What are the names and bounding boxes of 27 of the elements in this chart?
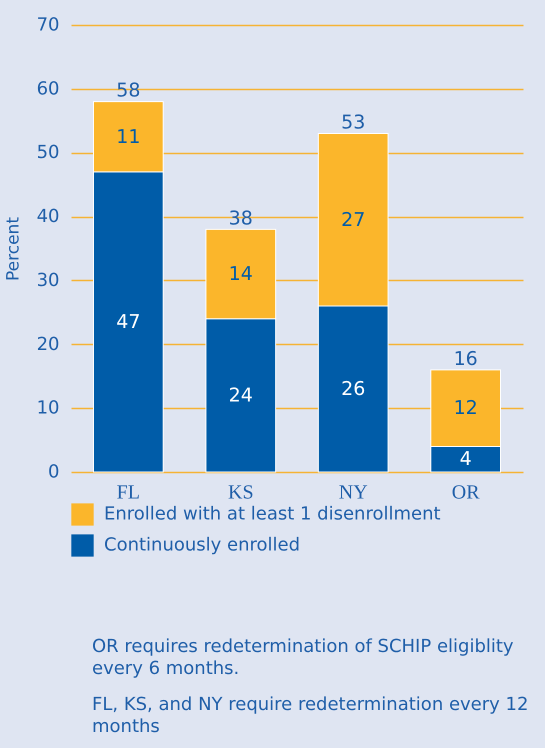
data-label: 12 bbox=[454, 397, 478, 420]
x-tick-label: OR bbox=[452, 482, 480, 504]
x-tick-label: KS bbox=[228, 482, 254, 504]
data-label: 26 bbox=[341, 378, 366, 400]
y-axis-title: Percent bbox=[4, 216, 24, 281]
data-label: 14 bbox=[228, 263, 253, 286]
data-label: 11 bbox=[116, 126, 140, 148]
total-label: 53 bbox=[341, 112, 366, 134]
total-label: 16 bbox=[454, 348, 478, 370]
y-tick-label: 60 bbox=[36, 78, 60, 100]
x-tick-label: FL bbox=[116, 482, 140, 504]
y-tick-label: 70 bbox=[36, 14, 60, 36]
x-tick-label: NY bbox=[338, 482, 368, 504]
text: FL, KS, and NY require redetermination every 12 months bbox=[92, 694, 530, 738]
y-tick-label: 0 bbox=[48, 462, 60, 482]
data-label: 4 bbox=[460, 448, 472, 470]
y-tick-label: 20 bbox=[36, 334, 60, 355]
text: OR requires redetermination of SCHIP eligiblity every 6 months. bbox=[92, 636, 515, 680]
y-tick-label: 30 bbox=[36, 270, 60, 291]
y-tick-label: 40 bbox=[36, 206, 60, 228]
legend-label: Continuously enrolled bbox=[104, 534, 300, 556]
y-tick-label: 50 bbox=[36, 142, 60, 164]
data-label: 47 bbox=[116, 310, 140, 333]
data-label: 27 bbox=[341, 208, 366, 231]
y-tick-label: 10 bbox=[36, 398, 60, 419]
data-label: 24 bbox=[228, 384, 253, 406]
legend-label: Enrolled with at least 1 disenrollment bbox=[104, 504, 441, 524]
